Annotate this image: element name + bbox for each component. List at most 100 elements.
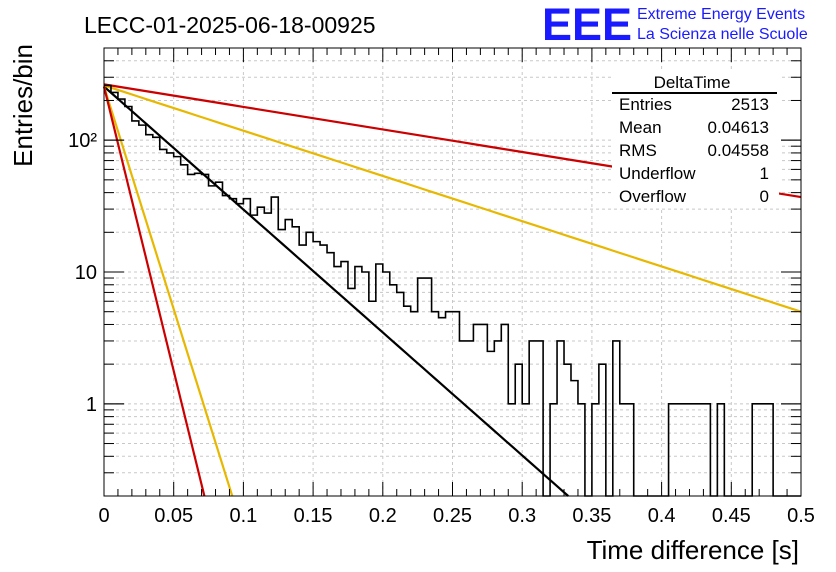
axes: 0 0.05 0.1 0.15 0.2 0.25 0.3 0.35 0.4 0.45 0.51101… bbox=[68, 47, 815, 527]
histogram-bin bbox=[167, 153, 174, 496]
x-tick-label: 0.4 bbox=[648, 505, 676, 527]
histogram-bin bbox=[683, 404, 690, 496]
histogram-bin bbox=[439, 318, 446, 496]
histogram-bin bbox=[529, 341, 536, 496]
y-tick-label: 10 bbox=[75, 262, 97, 284]
histogram-bin bbox=[299, 245, 306, 496]
grid-lines bbox=[104, 48, 801, 496]
histogram-bin bbox=[592, 404, 599, 496]
histogram-bin bbox=[341, 262, 348, 496]
stats-entries-value: 2513 bbox=[731, 95, 769, 114]
y-tick-label: 1 bbox=[86, 394, 97, 416]
histogram-bin bbox=[473, 324, 480, 496]
histogram-bin bbox=[550, 404, 557, 496]
histogram-bin bbox=[139, 125, 146, 496]
stats-rms-label: RMS bbox=[619, 141, 657, 160]
histogram-bin bbox=[118, 99, 125, 496]
eee-logo: EEE Extreme Energy Events La Scienza nel… bbox=[542, 0, 808, 50]
x-tick-label: 0.1 bbox=[229, 505, 257, 527]
stats-mean-label: Mean bbox=[619, 118, 662, 137]
histogram-bin bbox=[104, 85, 111, 496]
histogram-bin bbox=[717, 404, 724, 496]
histogram-bin bbox=[209, 186, 216, 496]
x-tick-label: 0.05 bbox=[154, 505, 193, 527]
stats-box-background bbox=[612, 72, 779, 208]
x-tick-label: 0 bbox=[98, 505, 109, 527]
histogram-bin bbox=[243, 199, 250, 496]
histogram-bin bbox=[355, 267, 362, 496]
histogram-bin bbox=[160, 149, 167, 496]
histogram-bin bbox=[216, 182, 223, 496]
histogram-bin bbox=[250, 215, 257, 496]
eee-logo-line2: La Scienza nelle Scuole bbox=[637, 26, 808, 43]
chart-title: LECC-01-2025-06-18-00925 bbox=[84, 12, 376, 38]
histogram-bin bbox=[271, 197, 278, 496]
x-tick-label: 0.3 bbox=[508, 505, 536, 527]
histogram-bin bbox=[480, 324, 487, 496]
histogram-bin bbox=[174, 157, 181, 496]
fit-line bbox=[102, 86, 206, 497]
histogram-bin bbox=[676, 404, 683, 496]
fit-line bbox=[103, 84, 802, 313]
fit-line bbox=[102, 86, 234, 497]
histogram-bin bbox=[404, 306, 411, 496]
histogram-bin bbox=[188, 174, 195, 496]
histogram-bin bbox=[320, 245, 327, 496]
histogram-bin bbox=[613, 341, 620, 496]
histogram-bin bbox=[418, 278, 425, 496]
histogram-bin bbox=[257, 207, 264, 496]
histogram-bin bbox=[153, 137, 160, 496]
histogram-bin bbox=[522, 404, 529, 496]
stats-rms-value: 0.04558 bbox=[708, 141, 769, 160]
histogram-bin bbox=[369, 301, 376, 496]
histogram-bin bbox=[132, 121, 139, 496]
x-axis-label: Time difference [s] bbox=[587, 535, 799, 565]
histogram-bin bbox=[313, 242, 320, 496]
histogram-bin bbox=[515, 364, 522, 496]
histogram-bin bbox=[752, 404, 759, 496]
histogram-bin bbox=[669, 404, 676, 496]
histogram-bin bbox=[202, 174, 209, 496]
y-tick-label: 10² bbox=[68, 130, 97, 152]
stats-overflow-value: 0 bbox=[760, 187, 769, 206]
eee-logo-mark: EEE bbox=[542, 0, 632, 50]
histogram-bin bbox=[508, 404, 515, 496]
histogram-bin bbox=[146, 135, 153, 496]
histogram-bin bbox=[689, 404, 696, 496]
histogram-bin bbox=[125, 106, 132, 496]
eee-logo-line1: Extreme Energy Events bbox=[637, 6, 805, 23]
histogram-bin bbox=[222, 196, 229, 496]
histogram-bin bbox=[376, 264, 383, 496]
histogram-bin bbox=[703, 404, 710, 496]
histogram-bin bbox=[278, 230, 285, 496]
x-tick-label: 0.45 bbox=[712, 505, 751, 527]
histogram-bin bbox=[696, 404, 703, 496]
histogram-bin bbox=[759, 404, 766, 496]
x-tick-label: 0.2 bbox=[369, 505, 397, 527]
histogram-bin bbox=[501, 324, 508, 496]
stats-box: DeltaTime Entries 2513 Mean 0.04613 RMS … bbox=[612, 72, 779, 208]
x-tick-label: 0.25 bbox=[433, 505, 472, 527]
histogram-bin bbox=[264, 213, 271, 496]
x-tick-label: 0.5 bbox=[787, 505, 815, 527]
histogram-bin bbox=[578, 404, 585, 496]
histogram-bin bbox=[494, 341, 501, 496]
histogram-bin bbox=[362, 272, 369, 496]
histogram-bin bbox=[557, 341, 564, 496]
stats-mean-value: 0.04613 bbox=[708, 118, 769, 137]
histogram-bin bbox=[466, 341, 473, 496]
histogram-bin bbox=[599, 364, 606, 496]
histogram-bin bbox=[627, 404, 634, 496]
stats-entries-label: Entries bbox=[619, 95, 672, 114]
fit-line bbox=[103, 85, 569, 497]
histogram-bin bbox=[397, 292, 404, 496]
histogram-bin bbox=[571, 381, 578, 496]
histogram-bin bbox=[620, 404, 627, 496]
histogram-bin bbox=[411, 312, 418, 496]
histogram-bin bbox=[766, 404, 773, 496]
histogram-bin bbox=[306, 232, 313, 496]
histogram-bin bbox=[536, 341, 543, 496]
histogram-bin bbox=[285, 220, 292, 496]
histogram-bin bbox=[348, 288, 355, 496]
